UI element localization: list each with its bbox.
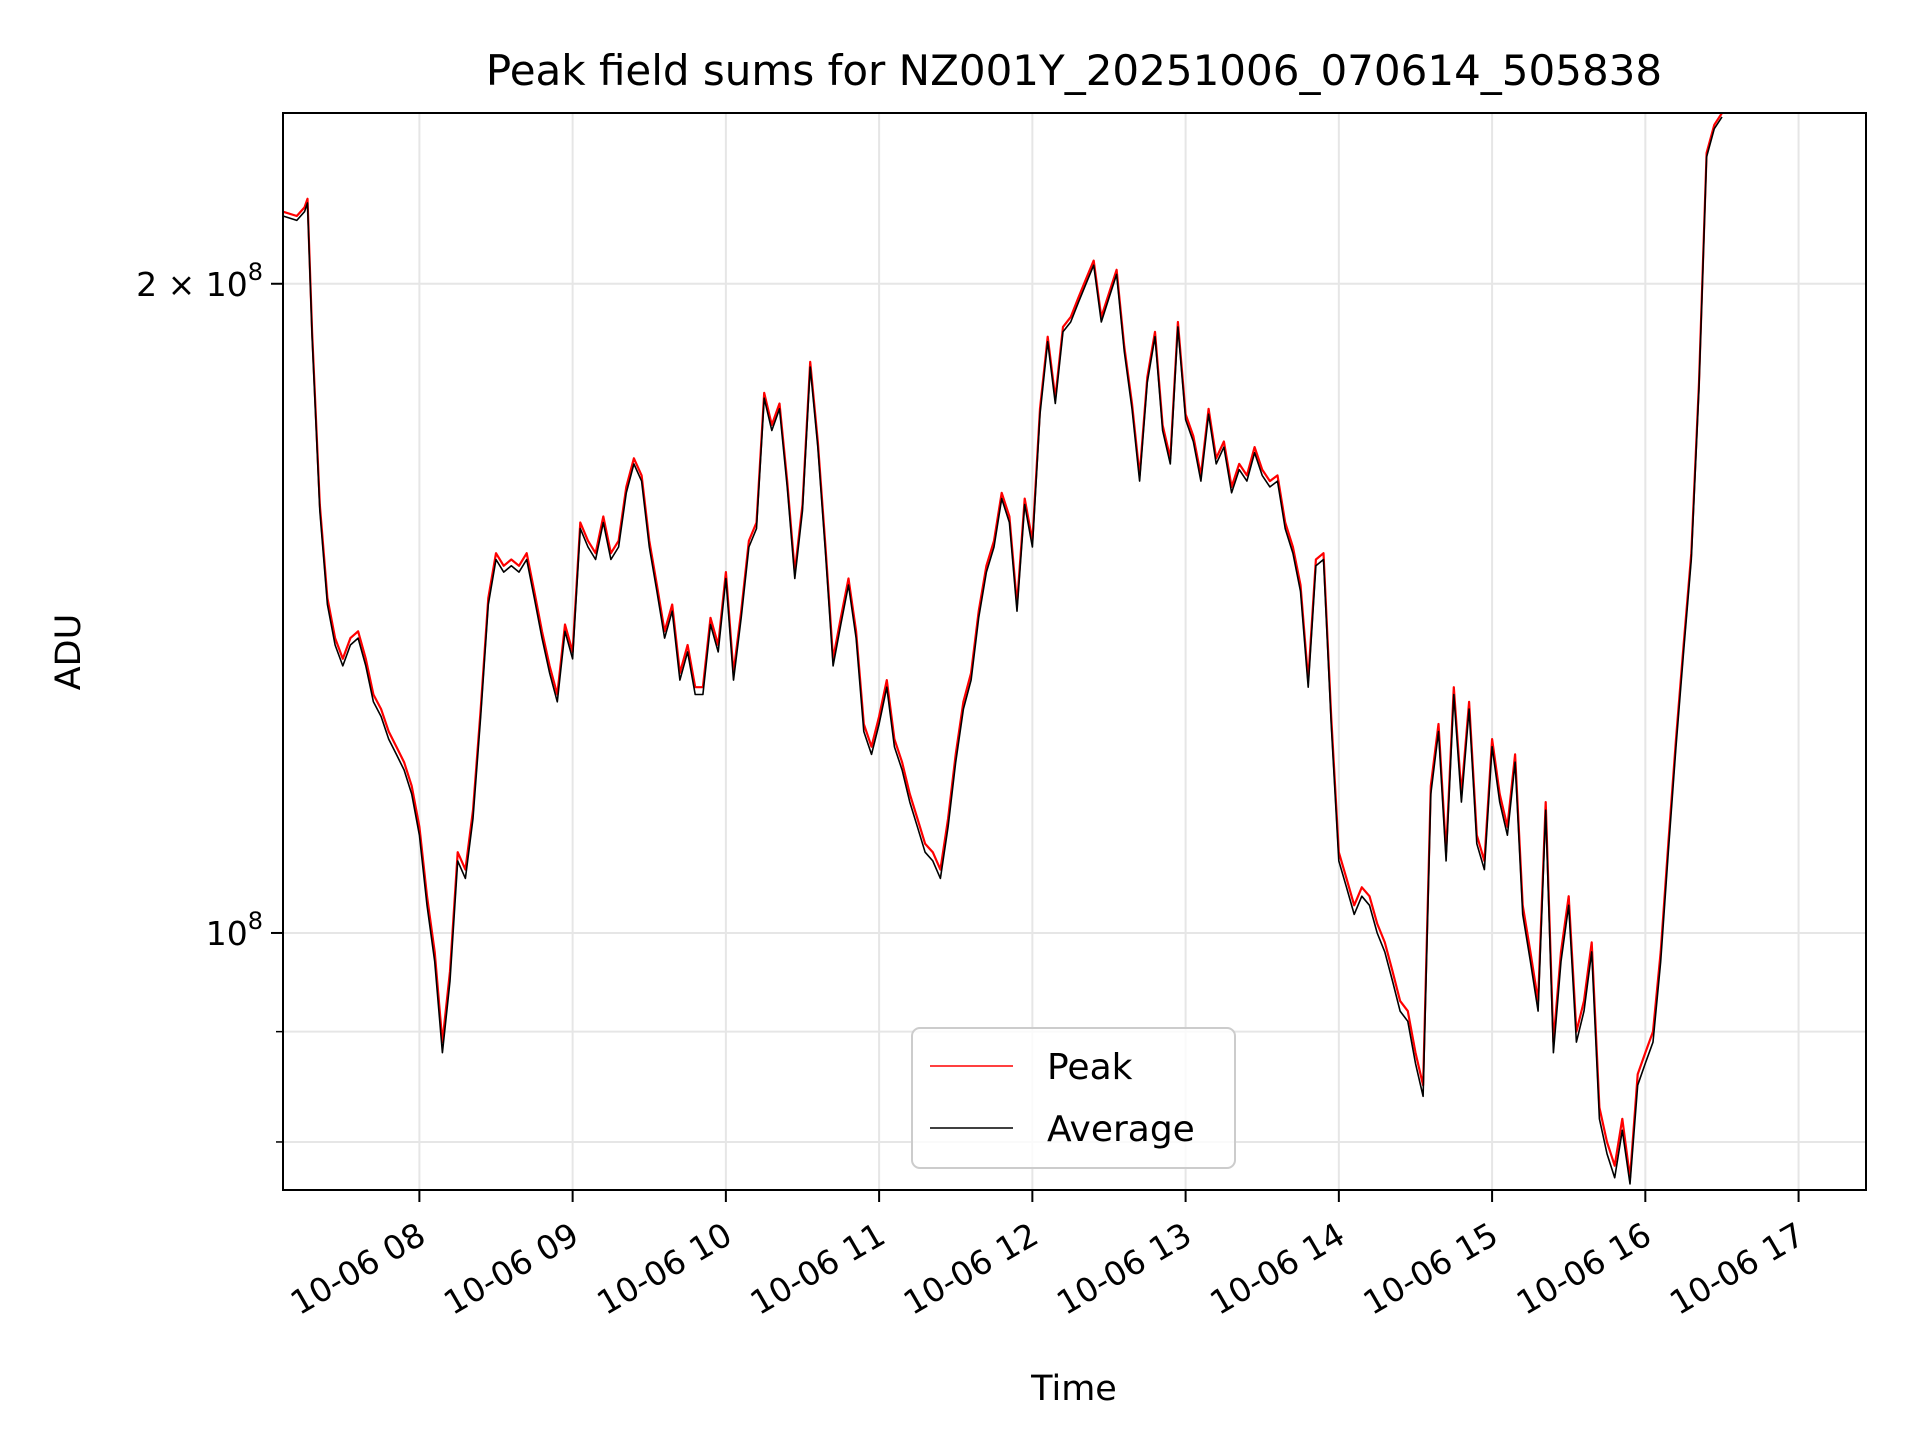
legend: Peak Average [911,1027,1236,1169]
y-axis-ticks: 108 2 × 108 [136,258,283,1143]
plot-area-frame [282,112,1867,1191]
series-line-peak [282,112,1723,1179]
legend-box [911,1027,1236,1169]
series-line-average [282,116,1723,1185]
x-axis-label: Time [1030,1369,1117,1409]
series-layer [282,112,1723,1185]
chart-title: Peak field sums for NZ001Y_20251006_0706… [486,46,1662,95]
y-tick-label: 2 × 108 [136,258,263,304]
y-axis-label: ADU [49,614,89,691]
legend-peak-label: Peak [1047,1047,1133,1088]
legend-average-label: Average [1047,1109,1195,1150]
y-tick-label: 108 [206,907,263,953]
